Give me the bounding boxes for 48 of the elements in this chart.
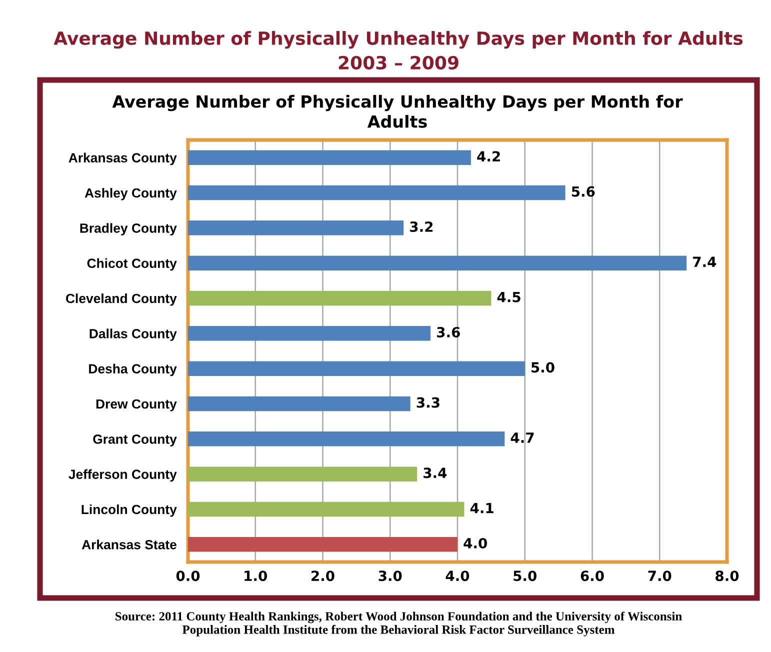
x-tick-label: 0.0 [176,570,200,582]
bar [188,537,458,552]
chart-subtitle: Average Number of Physically Unhealthy Days per Month for Adults [112,94,683,128]
x-tick-label: 4.0 [446,570,470,582]
data-label: 3.2 [410,221,433,232]
bar [188,326,431,341]
data-label: 7.4 [693,256,716,267]
y-tick-label: Ashley County [84,188,177,200]
x-tick-label: 7.0 [648,570,672,582]
y-tick-label: Arkansas State [82,540,176,550]
data-label: 3.6 [437,326,460,338]
x-tick-label: 6.0 [580,570,604,582]
x-tick-label: 8.0 [716,570,739,582]
x-tick-label: 5.0 [514,570,537,582]
data-label: 5.6 [572,186,595,197]
y-tick-label: Bradley County [80,223,177,236]
y-tick-label: Grant County [93,434,177,446]
chart-title: Average Number of Physically Unhealthy Days per Month for Adults 2003 – 2009 [54,31,743,70]
x-tick-label: 2.0 [312,570,334,582]
data-label: 3.3 [416,397,440,408]
y-tick-label: Drew County [96,399,177,412]
x-tick-label: 1.0 [244,570,268,582]
x-tick-label: 3.0 [378,570,402,582]
y-tick-label: Arkansas County [68,152,177,166]
data-label: 4.0 [464,538,487,548]
source-note: Source: 2011 County Health Rankings, Robert Wood Johnson Foundation and the University of Wisconsin Population Health Institute from the Behavioral Risk Factor Surveillance System [116,612,682,636]
y-tick-label: Lincoln County [82,504,177,517]
bar [188,185,566,200]
data-label: 4.5 [497,292,520,302]
y-tick-label: Jefferson County [68,469,177,482]
bar [188,396,410,412]
bar [188,361,525,376]
y-tick-label: Chicot County [87,258,177,271]
bar [188,432,505,446]
bar [188,256,687,270]
bar [188,150,471,165]
y-tick-label: Cleveland County [66,293,177,306]
bar [188,466,418,482]
y-tick-label: Desha County [89,364,177,376]
bar [188,290,492,306]
bar [188,220,404,236]
data-label: 4.7 [510,432,534,443]
y-tick-label: Dallas County [90,328,177,341]
data-label: 4.1 [470,502,494,514]
data-label: 3.4 [424,468,447,478]
bar [188,502,464,517]
data-label: 4.2 [477,151,500,162]
data-label: 5.0 [532,362,554,373]
